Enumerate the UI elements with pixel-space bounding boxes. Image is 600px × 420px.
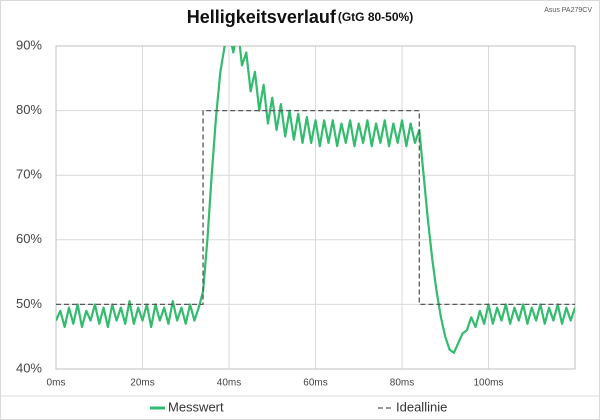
y-tick-label: 80% — [16, 102, 42, 117]
chart-title-group: Helligkeitsverlauf (GtG 80-50%) — [187, 7, 413, 27]
y-tick-label: 40% — [16, 360, 42, 375]
legend-label: Ideallinie — [396, 399, 447, 414]
series-line — [56, 109, 575, 306]
x-tick-label: 60ms — [303, 378, 327, 389]
y-tick-label: 60% — [16, 231, 42, 246]
x-tick-label: 40ms — [217, 378, 241, 389]
plot-area — [56, 46, 575, 354]
x-tick-label: 0ms — [47, 378, 66, 389]
y-tick-label: 70% — [16, 167, 42, 182]
x-tick-label: 100ms — [473, 378, 503, 389]
legend-label: Messwert — [168, 399, 224, 414]
plot-border — [55, 45, 576, 370]
x-tick-label: 80ms — [390, 378, 414, 389]
y-tick-label: 50% — [16, 296, 42, 311]
y-tick-label: 90% — [16, 37, 42, 52]
annotation: Asus PA279CV — [544, 7, 592, 14]
x-tick-label: 20ms — [130, 378, 154, 389]
chart-title: Helligkeitsverlauf — [187, 7, 337, 27]
chart-subtitle: (GtG 80-50%) — [338, 10, 413, 24]
